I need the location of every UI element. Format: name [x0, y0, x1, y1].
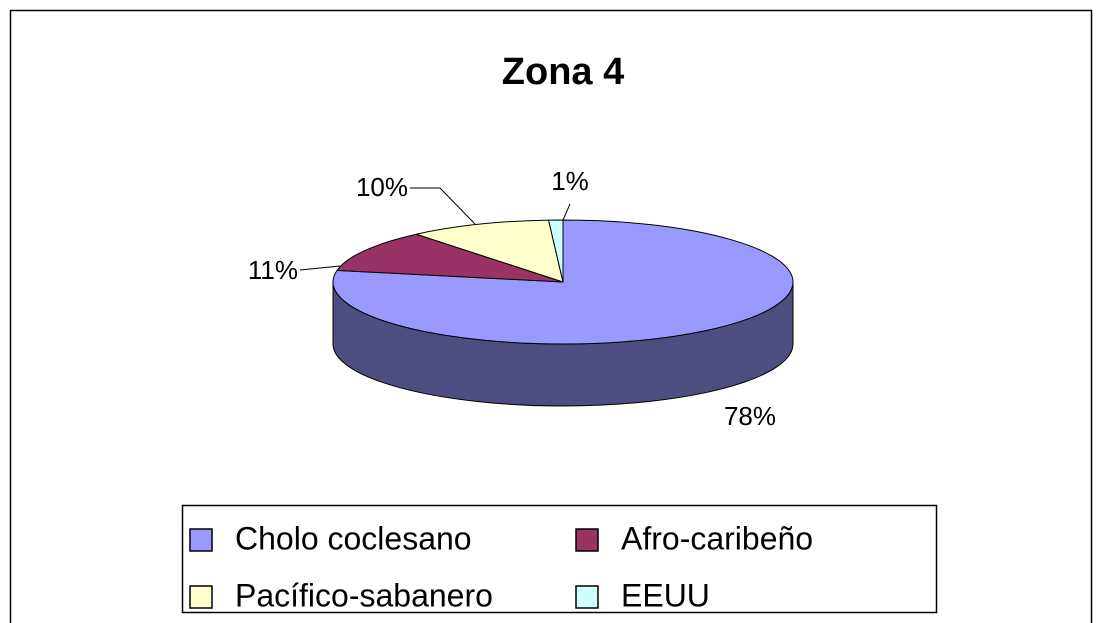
chart-frame	[9, 9, 1093, 623]
legend-label: Pacífico-sabanero	[235, 577, 493, 613]
legend-swatch	[189, 585, 213, 609]
data-label: 1%	[551, 166, 589, 196]
legend-label: Cholo coclesano	[235, 520, 472, 556]
leader-line	[299, 265, 341, 271]
legend-label: EEUU	[621, 577, 710, 613]
pie-slice	[336, 233, 564, 283]
data-label: 10%	[356, 172, 408, 202]
data-label: 11%	[248, 255, 298, 285]
legend-box	[181, 504, 938, 614]
pie-slice	[547, 219, 564, 283]
chart-title: Zona 4	[502, 51, 624, 93]
legend-label: Afro-caribeño	[621, 520, 813, 556]
legend-swatch	[575, 585, 599, 609]
leader-line	[562, 203, 571, 221]
leader-line	[410, 187, 476, 225]
legend-swatch	[189, 528, 213, 552]
data-label: 78%	[724, 401, 776, 431]
legend-swatch	[575, 528, 599, 552]
pie-slice	[414, 219, 564, 283]
